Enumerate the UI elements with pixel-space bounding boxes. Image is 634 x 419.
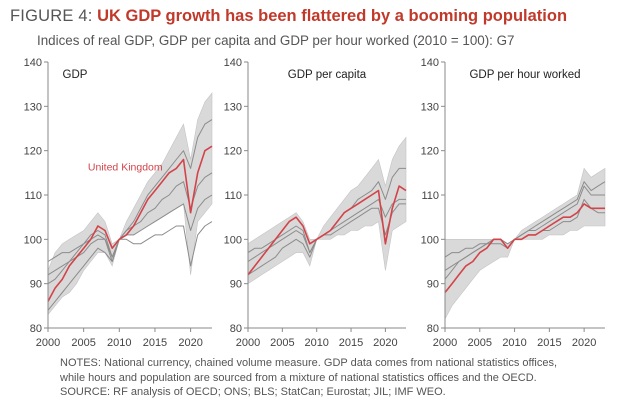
peer-series-line	[47, 172, 213, 311]
x-tick-label: 2000	[433, 337, 457, 349]
x-tick-label: 2005	[468, 337, 492, 349]
figure-subtitle: Indices of real GDP, GDP per capita and …	[37, 33, 515, 48]
y-tick-label: 140	[24, 57, 42, 69]
x-tick-label: 2010	[107, 337, 131, 349]
figure-headline: UK GDP growth has been flattered by a bo…	[92, 7, 568, 25]
peer-series-line	[47, 221, 213, 267]
uk-annotation: United Kingdom	[88, 162, 163, 174]
x-tick-label: 2010	[502, 337, 526, 349]
x-tick-label: 2020	[178, 337, 202, 349]
y-tick-label: 100	[24, 234, 42, 246]
panel-title: GDP	[63, 69, 88, 81]
uk-series-line	[47, 145, 213, 302]
notes-line: while hours and population are sourced f…	[60, 371, 537, 384]
y-tick-label: 120	[421, 146, 439, 158]
x-tick-label: 2005	[71, 337, 95, 349]
y-tick-label: 80	[427, 323, 439, 335]
x-tick-label: 2015	[339, 337, 363, 349]
y-tick-label: 80	[230, 323, 242, 335]
x-tick-label: 2020	[572, 337, 596, 349]
y-tick-label: 100	[421, 234, 439, 246]
range-band	[247, 136, 407, 285]
x-tick-label: 2020	[373, 337, 397, 349]
y-tick-label: 80	[30, 323, 42, 335]
y-tick-label: 130	[24, 101, 42, 113]
y-tick-label: 120	[224, 146, 242, 158]
notes-line: NOTES: National currency, chained volume…	[60, 357, 558, 369]
y-tick-label: 90	[230, 279, 242, 291]
y-tick-label: 110	[224, 190, 242, 202]
y-tick-label: 130	[421, 101, 439, 113]
x-tick-label: 2015	[143, 337, 167, 349]
x-tick-label: 2000	[36, 337, 60, 349]
peer-series-line	[47, 119, 213, 285]
chart-panel-3: 80 90 100 110 120 130 140 2000 2005 2010 2015 2020 G…	[421, 57, 606, 349]
panel-title: GDP per hour worked	[469, 69, 580, 81]
uk-series-line	[444, 203, 605, 293]
x-tick-label: 2000	[236, 337, 260, 349]
x-tick-label: 2015	[537, 337, 561, 349]
y-tick-label: 90	[30, 279, 42, 291]
panel-title: GDP per capita	[288, 69, 367, 81]
range-band	[47, 92, 213, 316]
figure-notes: NOTES: National currency, chained volume…	[60, 356, 557, 400]
y-tick-label: 110	[421, 190, 439, 202]
x-tick-label: 2010	[304, 337, 328, 349]
chart-panel-2: 80 90 100 110 120 130 140 2000 2005 2010 2015 2020 G…	[224, 57, 407, 349]
figure-label: FIGURE 4:	[10, 7, 93, 25]
y-tick-label: 90	[427, 279, 439, 291]
figure-title: FIGURE 4: UK GDP growth has been flatter…	[10, 7, 567, 26]
source-line: SOURCE: RF analysis of OECD; ONS; BLS; S…	[60, 386, 446, 398]
y-tick-label: 110	[24, 190, 42, 202]
peer-series-line	[444, 185, 605, 271]
x-tick-label: 2005	[270, 337, 294, 349]
chart-panel-1: 80 90 100 110 120 130 140 2000 2005 2010 2015 2020 G…	[24, 57, 213, 349]
y-tick-label: 140	[421, 57, 439, 69]
y-tick-label: 100	[224, 234, 242, 246]
y-tick-label: 130	[224, 101, 242, 113]
y-tick-label: 140	[224, 57, 242, 69]
y-tick-label: 120	[24, 146, 42, 158]
uk-series-line	[247, 185, 407, 276]
